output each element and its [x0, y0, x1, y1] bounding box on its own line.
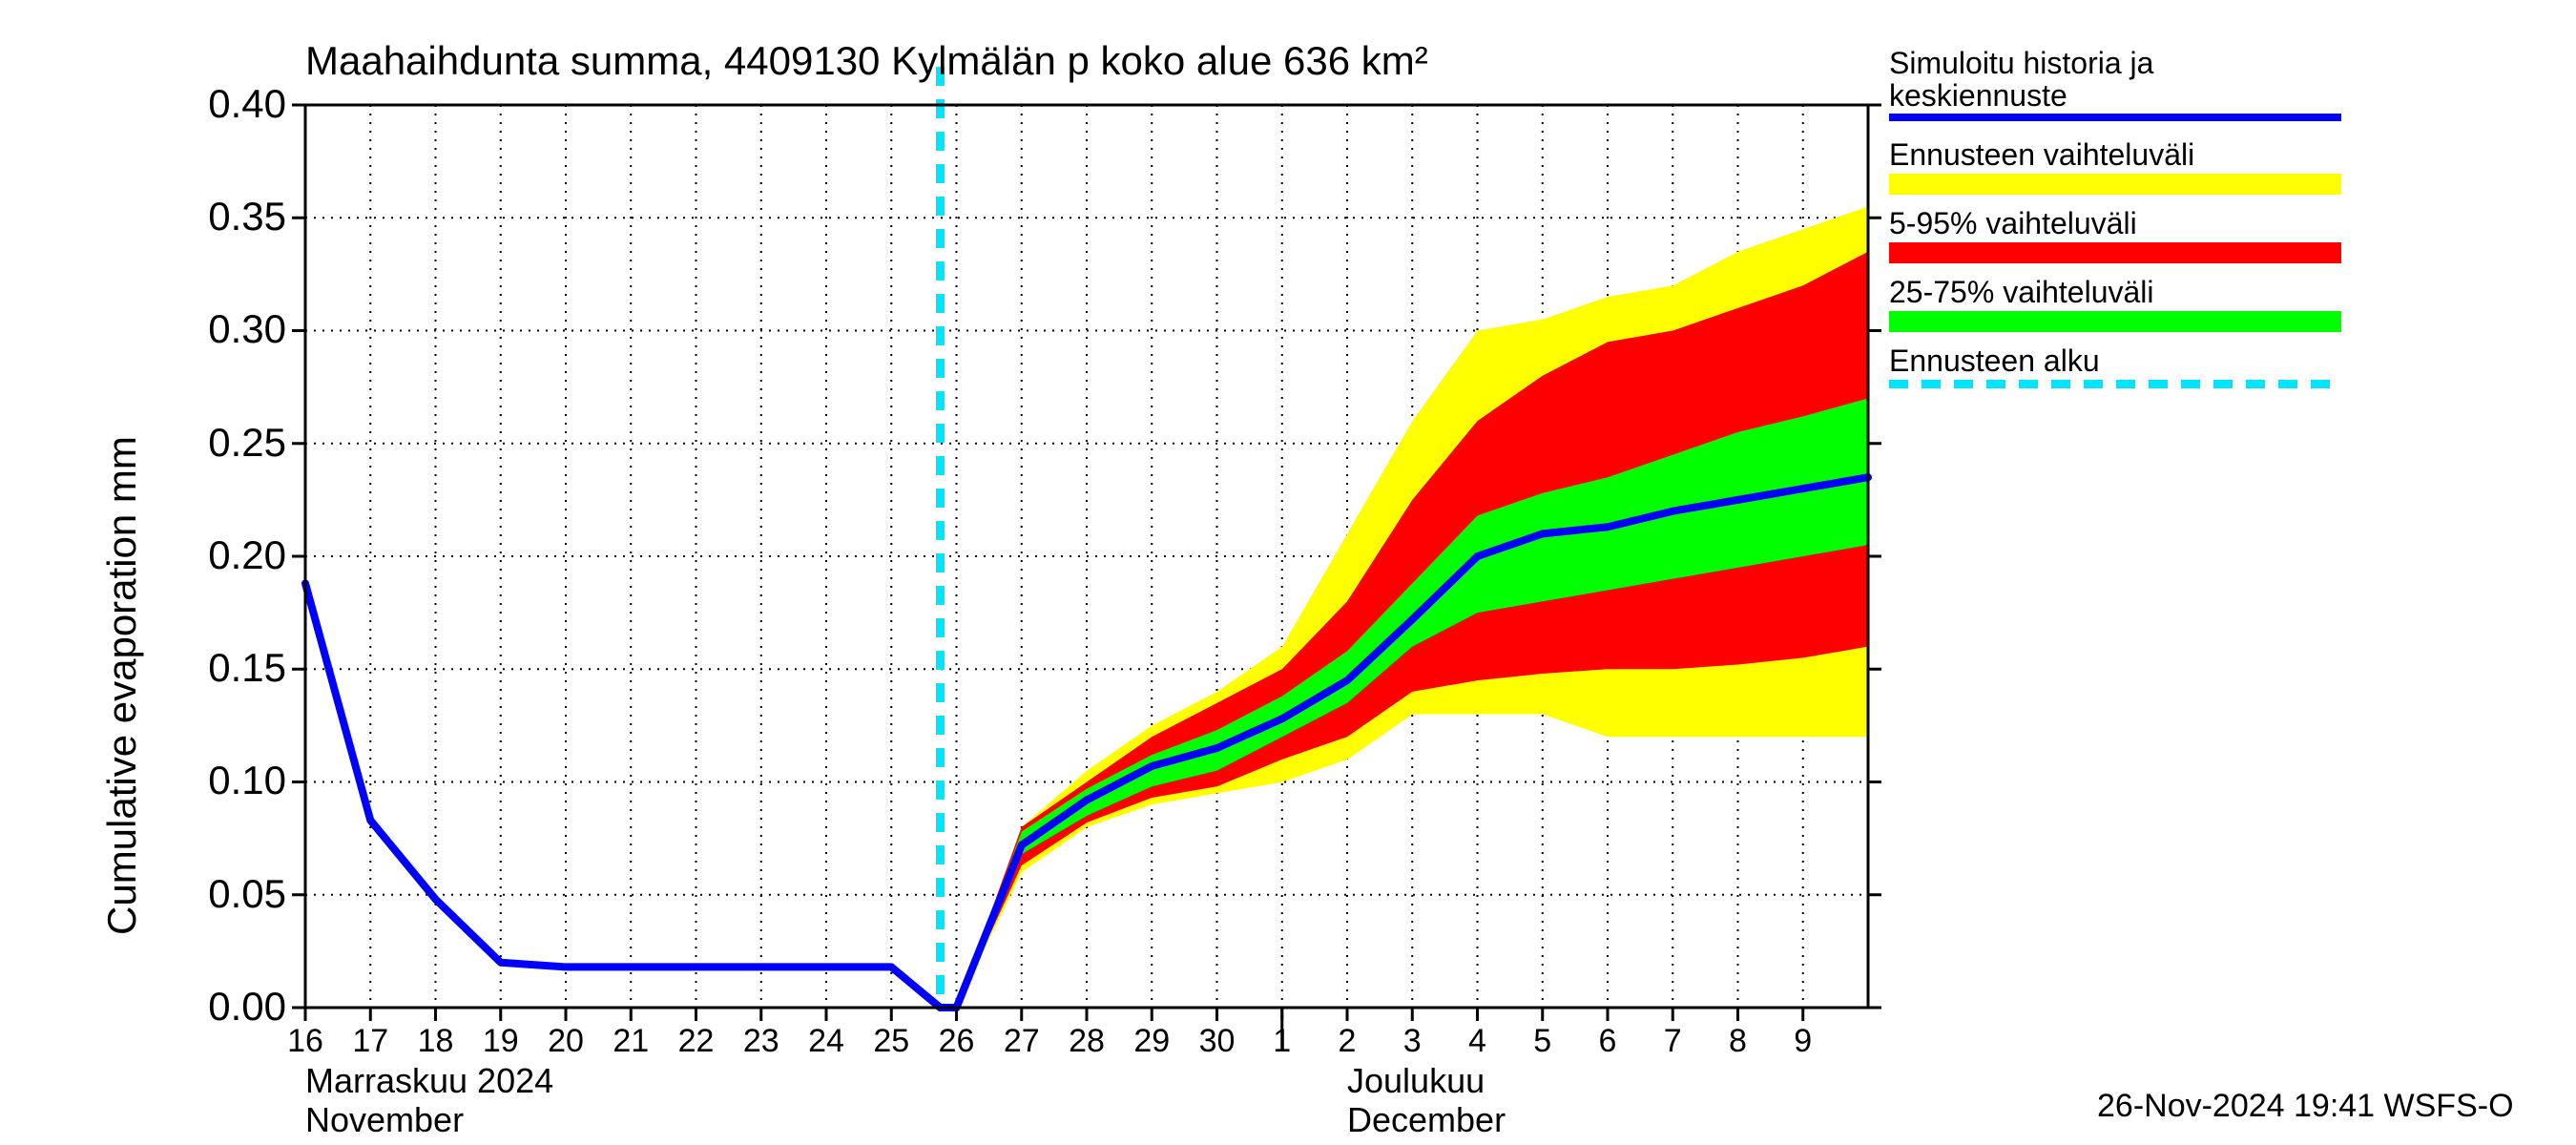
x-tick-label: 1 — [1254, 1023, 1311, 1060]
x-tick-label: 26 — [928, 1023, 986, 1060]
x-tick-label: 22 — [668, 1023, 725, 1060]
chart-title: Maahaihdunta summa, 4409130 Kylmälän p k… — [305, 38, 1428, 84]
x-tick-label: 9 — [1775, 1023, 1832, 1060]
legend-label: Ennusteen vaihteluväli — [1889, 137, 2194, 173]
month-label: Joulukuu — [1347, 1061, 1485, 1101]
x-tick-label: 6 — [1579, 1023, 1636, 1060]
legend-swatch — [1889, 114, 2341, 121]
y-tick-label: 0.40 — [124, 81, 286, 127]
x-tick-label: 21 — [602, 1023, 659, 1060]
legend-label: keskiennuste — [1889, 78, 2067, 114]
y-tick-label: 0.30 — [124, 306, 286, 352]
legend-label: Ennusteen alku — [1889, 344, 2100, 379]
month-label: December — [1347, 1100, 1506, 1140]
legend-swatch — [1889, 311, 2341, 332]
month-label: Marraskuu 2024 — [305, 1061, 553, 1101]
y-tick-label: 0.00 — [124, 984, 286, 1030]
x-tick-label: 4 — [1449, 1023, 1506, 1060]
y-tick-label: 0.25 — [124, 420, 286, 466]
x-tick-label: 19 — [472, 1023, 530, 1060]
month-label: November — [305, 1100, 464, 1140]
footer-timestamp: 26-Nov-2024 19:41 WSFS-O — [2097, 1088, 2514, 1125]
legend-label: 5-95% vaihteluväli — [1889, 206, 2137, 241]
x-tick-label: 7 — [1644, 1023, 1701, 1060]
x-tick-label: 27 — [993, 1023, 1050, 1060]
y-tick-label: 0.20 — [124, 532, 286, 578]
legend-swatch — [1889, 380, 2341, 388]
x-tick-label: 25 — [862, 1023, 920, 1060]
x-tick-label: 8 — [1710, 1023, 1767, 1060]
x-tick-label: 29 — [1123, 1023, 1180, 1060]
x-tick-label: 2 — [1319, 1023, 1376, 1060]
x-tick-label: 3 — [1383, 1023, 1441, 1060]
x-tick-label: 30 — [1189, 1023, 1246, 1060]
x-tick-label: 5 — [1514, 1023, 1571, 1060]
y-tick-label: 0.10 — [124, 758, 286, 803]
x-tick-label: 17 — [342, 1023, 399, 1060]
legend-swatch — [1889, 174, 2341, 195]
x-tick-label: 16 — [277, 1023, 334, 1060]
y-tick-label: 0.15 — [124, 645, 286, 691]
y-tick-label: 0.05 — [124, 871, 286, 917]
legend-label: Simuloitu historia ja — [1889, 46, 2153, 81]
legend-swatch — [1889, 242, 2341, 263]
y-tick-label: 0.35 — [124, 194, 286, 239]
x-tick-label: 20 — [537, 1023, 594, 1060]
legend-label: 25-75% vaihteluväli — [1889, 275, 2154, 310]
x-tick-label: 18 — [407, 1023, 465, 1060]
x-tick-label: 28 — [1058, 1023, 1115, 1060]
x-tick-label: 23 — [733, 1023, 790, 1060]
x-tick-label: 24 — [798, 1023, 855, 1060]
